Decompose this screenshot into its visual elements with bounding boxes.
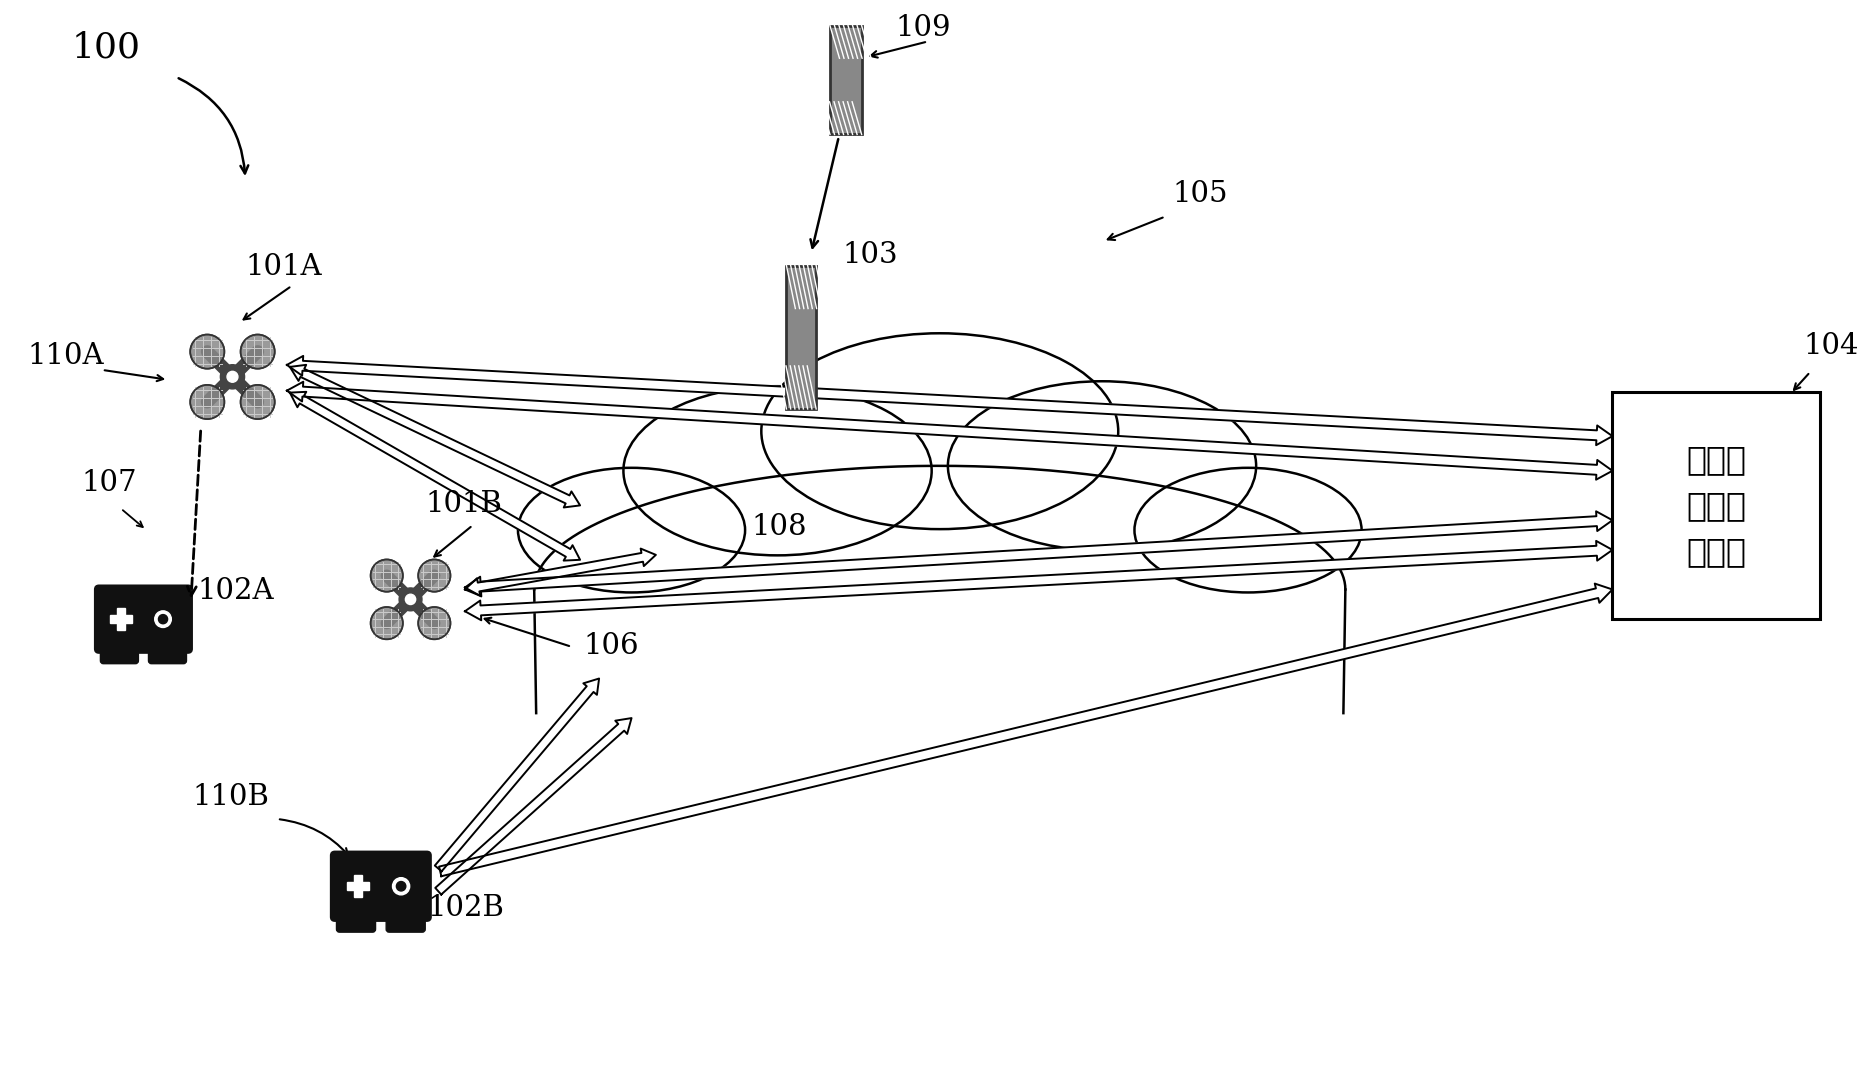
Circle shape (406, 594, 415, 605)
Bar (786, 266, 816, 409)
Polygon shape (291, 365, 579, 507)
Text: 100: 100 (71, 30, 140, 64)
Circle shape (397, 881, 406, 891)
Text: 104: 104 (1803, 332, 1859, 360)
Circle shape (399, 588, 423, 610)
Ellipse shape (190, 335, 224, 369)
Ellipse shape (371, 559, 402, 592)
Bar (1613, 391, 1820, 619)
FancyBboxPatch shape (149, 631, 186, 663)
Text: 105: 105 (1172, 180, 1228, 208)
Polygon shape (287, 356, 1613, 446)
Ellipse shape (535, 466, 1345, 713)
Ellipse shape (190, 385, 224, 420)
Ellipse shape (518, 468, 745, 593)
Polygon shape (436, 718, 632, 894)
Ellipse shape (417, 607, 451, 640)
Ellipse shape (417, 559, 451, 592)
Ellipse shape (535, 366, 1345, 812)
Text: 无人机
系统交
通管理: 无人机 系统交 通管理 (1686, 443, 1746, 568)
Text: 101B: 101B (425, 490, 503, 518)
Circle shape (220, 364, 244, 389)
FancyBboxPatch shape (386, 899, 425, 932)
Polygon shape (466, 512, 1613, 596)
Ellipse shape (624, 386, 932, 555)
Ellipse shape (948, 382, 1256, 551)
Text: 107: 107 (82, 468, 136, 496)
Bar (831, 26, 861, 134)
Ellipse shape (762, 333, 1118, 529)
Text: 102B: 102B (427, 894, 505, 921)
FancyBboxPatch shape (332, 852, 430, 921)
FancyBboxPatch shape (95, 585, 192, 653)
Bar (354, 875, 361, 898)
Polygon shape (466, 549, 656, 596)
Text: 103: 103 (842, 241, 898, 269)
FancyBboxPatch shape (337, 899, 376, 932)
Ellipse shape (1135, 468, 1362, 593)
Circle shape (158, 615, 168, 623)
Text: 110A: 110A (28, 341, 104, 370)
Polygon shape (434, 679, 600, 872)
Text: 106: 106 (583, 632, 639, 660)
Text: 102A: 102A (197, 578, 274, 605)
Bar (110, 616, 132, 623)
FancyBboxPatch shape (101, 631, 138, 663)
Circle shape (155, 611, 171, 628)
Ellipse shape (240, 385, 274, 420)
Text: 101A: 101A (246, 253, 322, 281)
Bar (347, 882, 369, 890)
Text: 108: 108 (753, 513, 807, 541)
Polygon shape (287, 382, 1613, 480)
Circle shape (227, 372, 238, 383)
Ellipse shape (240, 335, 274, 369)
Polygon shape (291, 391, 579, 560)
Text: 110B: 110B (194, 783, 270, 811)
Bar (117, 608, 125, 630)
Polygon shape (466, 541, 1613, 620)
Polygon shape (440, 583, 1613, 876)
Ellipse shape (371, 607, 402, 640)
Text: 109: 109 (896, 13, 950, 41)
Circle shape (393, 878, 410, 895)
